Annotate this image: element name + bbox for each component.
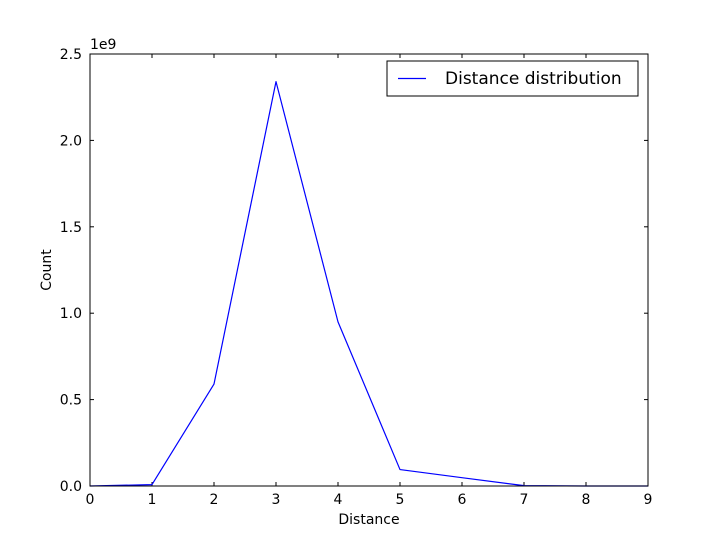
x-tick-label: 8 bbox=[582, 492, 591, 508]
x-axis-label: Distance bbox=[338, 512, 399, 528]
y-axis-ticks: 0.0 0.5 1.0 1.5 2.0 2.5 bbox=[60, 47, 648, 495]
legend-box bbox=[386, 60, 639, 97]
y-tick-label: 2.0 bbox=[60, 133, 82, 149]
y-tick-label: 2.5 bbox=[60, 47, 82, 63]
x-tick-label: 5 bbox=[396, 492, 405, 508]
x-axis-ticks: 0 1 2 3 4 5 6 7 8 9 bbox=[86, 54, 653, 508]
x-tick-label: 7 bbox=[520, 492, 529, 508]
legend-label: Distance distribution bbox=[445, 69, 622, 89]
x-tick-label: 0 bbox=[86, 492, 95, 508]
y-tick-label: 0.0 bbox=[60, 479, 82, 495]
y-offset-label: 1e9 bbox=[90, 37, 116, 53]
plot-frame bbox=[89, 53, 649, 487]
legend: Distance distribution bbox=[386, 60, 639, 97]
y-tick-label: 1.0 bbox=[60, 306, 82, 322]
x-tick-label: 4 bbox=[334, 492, 343, 508]
x-tick-label: 3 bbox=[272, 492, 281, 508]
y-tick-label: 1.5 bbox=[60, 220, 82, 236]
plot-area bbox=[90, 54, 648, 486]
x-tick-label: 2 bbox=[210, 492, 219, 508]
x-tick-label: 9 bbox=[644, 492, 653, 508]
y-tick-label: 0.5 bbox=[60, 393, 82, 409]
x-tick-label: 6 bbox=[458, 492, 467, 508]
x-tick-label: 1 bbox=[148, 492, 157, 508]
y-axis-label: Count bbox=[39, 249, 55, 291]
